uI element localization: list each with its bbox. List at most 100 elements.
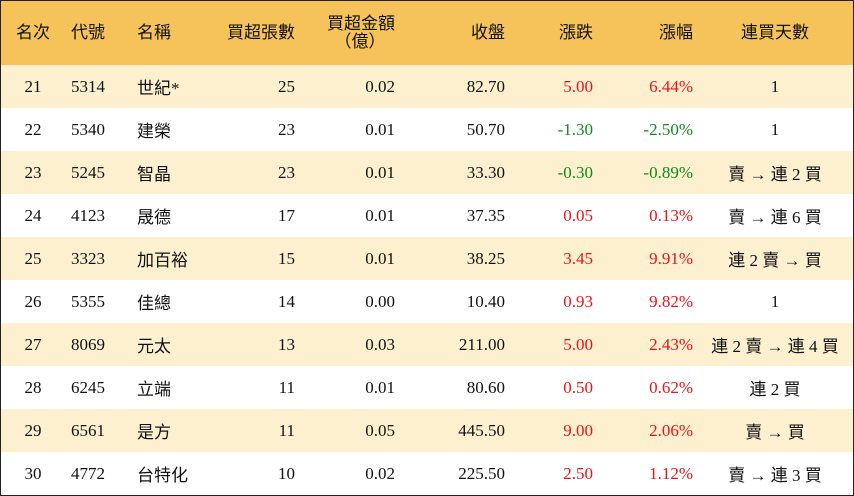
table-row: 23 5245 智晶 23 0.01 33.30 -0.30 -0.89% 賣 … [1, 151, 853, 194]
cell-net-buy-lots: 15 [278, 248, 295, 268]
cell-change-pct: 6.44% [649, 76, 693, 96]
cell-consecutive-days: 賣 → 連 2 買 [728, 165, 822, 184]
cell-consecutive-days: 1 [770, 291, 780, 311]
cell-change-pct: 2.06% [649, 420, 693, 440]
cell-rank: 23 [24, 162, 42, 182]
cell-rank: 27 [24, 334, 42, 354]
cell-code: 4123 [71, 205, 105, 225]
cell-change: 9.00 [563, 420, 593, 440]
table-body: 21 5314 世紀* 25 0.02 82.70 5.00 6.44% 1 2… [1, 65, 853, 495]
cell-net-buy-amount: 0.00 [365, 291, 395, 311]
cell-change-pct: 2.43% [649, 334, 693, 354]
cell-name: 晟德 [137, 208, 171, 227]
cell-name: 台特化 [137, 466, 188, 485]
header-rank: 名次 [16, 23, 50, 42]
cell-change: 0.93 [563, 291, 593, 311]
cell-net-buy-lots: 17 [278, 205, 295, 225]
header-change-pct: 漲幅 [659, 23, 693, 42]
cell-change-pct: 1.12% [649, 463, 693, 483]
cell-change: 0.50 [563, 377, 593, 397]
cell-rank: 26 [24, 291, 42, 311]
cell-close: 211.00 [458, 334, 505, 354]
cell-rank: 29 [24, 420, 42, 440]
table-row: 22 5340 建榮 23 0.01 50.70 -1.30 -2.50% 1 [1, 108, 853, 151]
cell-change: 5.00 [563, 334, 593, 354]
cell-consecutive-days: 連 2 賣 → 連 4 買 [711, 337, 839, 356]
cell-code: 6561 [71, 420, 105, 440]
cell-close: 445.50 [458, 420, 505, 440]
cell-net-buy-lots: 23 [278, 119, 295, 139]
cell-consecutive-days: 連 2 賣 → 買 [728, 251, 822, 270]
cell-code: 3323 [71, 248, 105, 268]
cell-change: -0.30 [557, 162, 593, 182]
cell-net-buy-lots: 13 [278, 334, 295, 354]
cell-net-buy-amount: 0.02 [365, 76, 395, 96]
cell-net-buy-amount: 0.02 [365, 463, 395, 483]
cell-code: 5314 [71, 76, 105, 96]
cell-consecutive-days: 賣 → 連 6 買 [728, 208, 822, 227]
cell-net-buy-amount: 0.01 [365, 162, 395, 182]
cell-net-buy-lots: 25 [278, 76, 295, 96]
cell-close: 80.60 [466, 377, 505, 397]
cell-name: 加百裕 [137, 251, 188, 270]
cell-net-buy-amount: 0.03 [365, 334, 395, 354]
cell-name: 智晶 [137, 165, 171, 184]
table-row: 30 4772 台特化 10 0.02 225.50 2.50 1.12% 賣 … [1, 452, 853, 495]
cell-change: 0.05 [563, 205, 593, 225]
cell-net-buy-amount: 0.01 [365, 205, 395, 225]
cell-change-pct: -2.50% [643, 119, 693, 139]
cell-net-buy-lots: 14 [278, 291, 295, 311]
cell-code: 5340 [71, 119, 105, 139]
cell-code: 8069 [71, 334, 105, 354]
table-row: 27 8069 元太 13 0.03 211.00 5.00 2.43% 連 2… [1, 323, 853, 366]
cell-change: 5.00 [563, 76, 593, 96]
cell-net-buy-amount: 0.01 [365, 248, 395, 268]
header-net-buy-amount-line1: 買超金額 [327, 14, 395, 33]
cell-consecutive-days: 1 [770, 119, 780, 139]
cell-close: 38.25 [466, 248, 505, 268]
cell-rank: 25 [24, 248, 42, 268]
cell-rank: 28 [24, 377, 42, 397]
cell-change-pct: -0.89% [643, 162, 693, 182]
header-close: 收盤 [471, 23, 505, 42]
cell-close: 37.35 [466, 205, 505, 225]
table-row: 21 5314 世紀* 25 0.02 82.70 5.00 6.44% 1 [1, 65, 853, 108]
cell-change-pct: 9.91% [649, 248, 693, 268]
cell-name: 建榮 [137, 122, 171, 141]
cell-change-pct: 0.62% [649, 377, 693, 397]
cell-name: 是方 [137, 423, 171, 442]
cell-consecutive-days: 賣 → 連 3 買 [728, 466, 822, 485]
cell-code: 5355 [71, 291, 105, 311]
cell-net-buy-amount: 0.01 [365, 377, 395, 397]
header-consecutive-days: 連買天數 [741, 23, 809, 42]
header-row: 名次 代號 名稱 買超張數 買超金額 （億） 收盤 漲跌 漲幅 連買天數 [1, 1, 853, 65]
header-code: 代號 [71, 23, 105, 42]
cell-code: 5245 [71, 162, 105, 182]
cell-close: 82.70 [466, 76, 505, 96]
table-row: 26 5355 佳總 14 0.00 10.40 0.93 9.82% 1 [1, 280, 853, 323]
cell-rank: 30 [24, 463, 42, 483]
cell-net-buy-lots: 11 [278, 377, 295, 397]
table-row: 24 4123 晟德 17 0.01 37.35 0.05 0.13% 賣 → … [1, 194, 853, 237]
cell-change-pct: 9.82% [649, 291, 693, 311]
table-row: 25 3323 加百裕 15 0.01 38.25 3.45 9.91% 連 2… [1, 237, 853, 280]
cell-close: 33.30 [466, 162, 505, 182]
cell-close: 50.70 [466, 119, 505, 139]
cell-name: 佳總 [137, 294, 171, 313]
cell-net-buy-lots: 23 [278, 162, 295, 182]
cell-net-buy-lots: 11 [278, 420, 295, 440]
cell-net-buy-amount: 0.01 [365, 119, 395, 139]
header-change: 漲跌 [559, 23, 593, 42]
cell-consecutive-days: 連 2 買 [749, 380, 801, 399]
cell-change: 3.45 [563, 248, 593, 268]
cell-consecutive-days: 賣 → 買 [745, 423, 805, 442]
cell-change: -1.30 [557, 119, 593, 139]
cell-change-pct: 0.13% [649, 205, 693, 225]
cell-rank: 24 [24, 205, 42, 225]
cell-code: 6245 [71, 377, 105, 397]
cell-rank: 22 [24, 119, 42, 139]
cell-name: 世紀* [137, 79, 180, 98]
header-net-buy-lots: 買超張數 [227, 23, 295, 42]
